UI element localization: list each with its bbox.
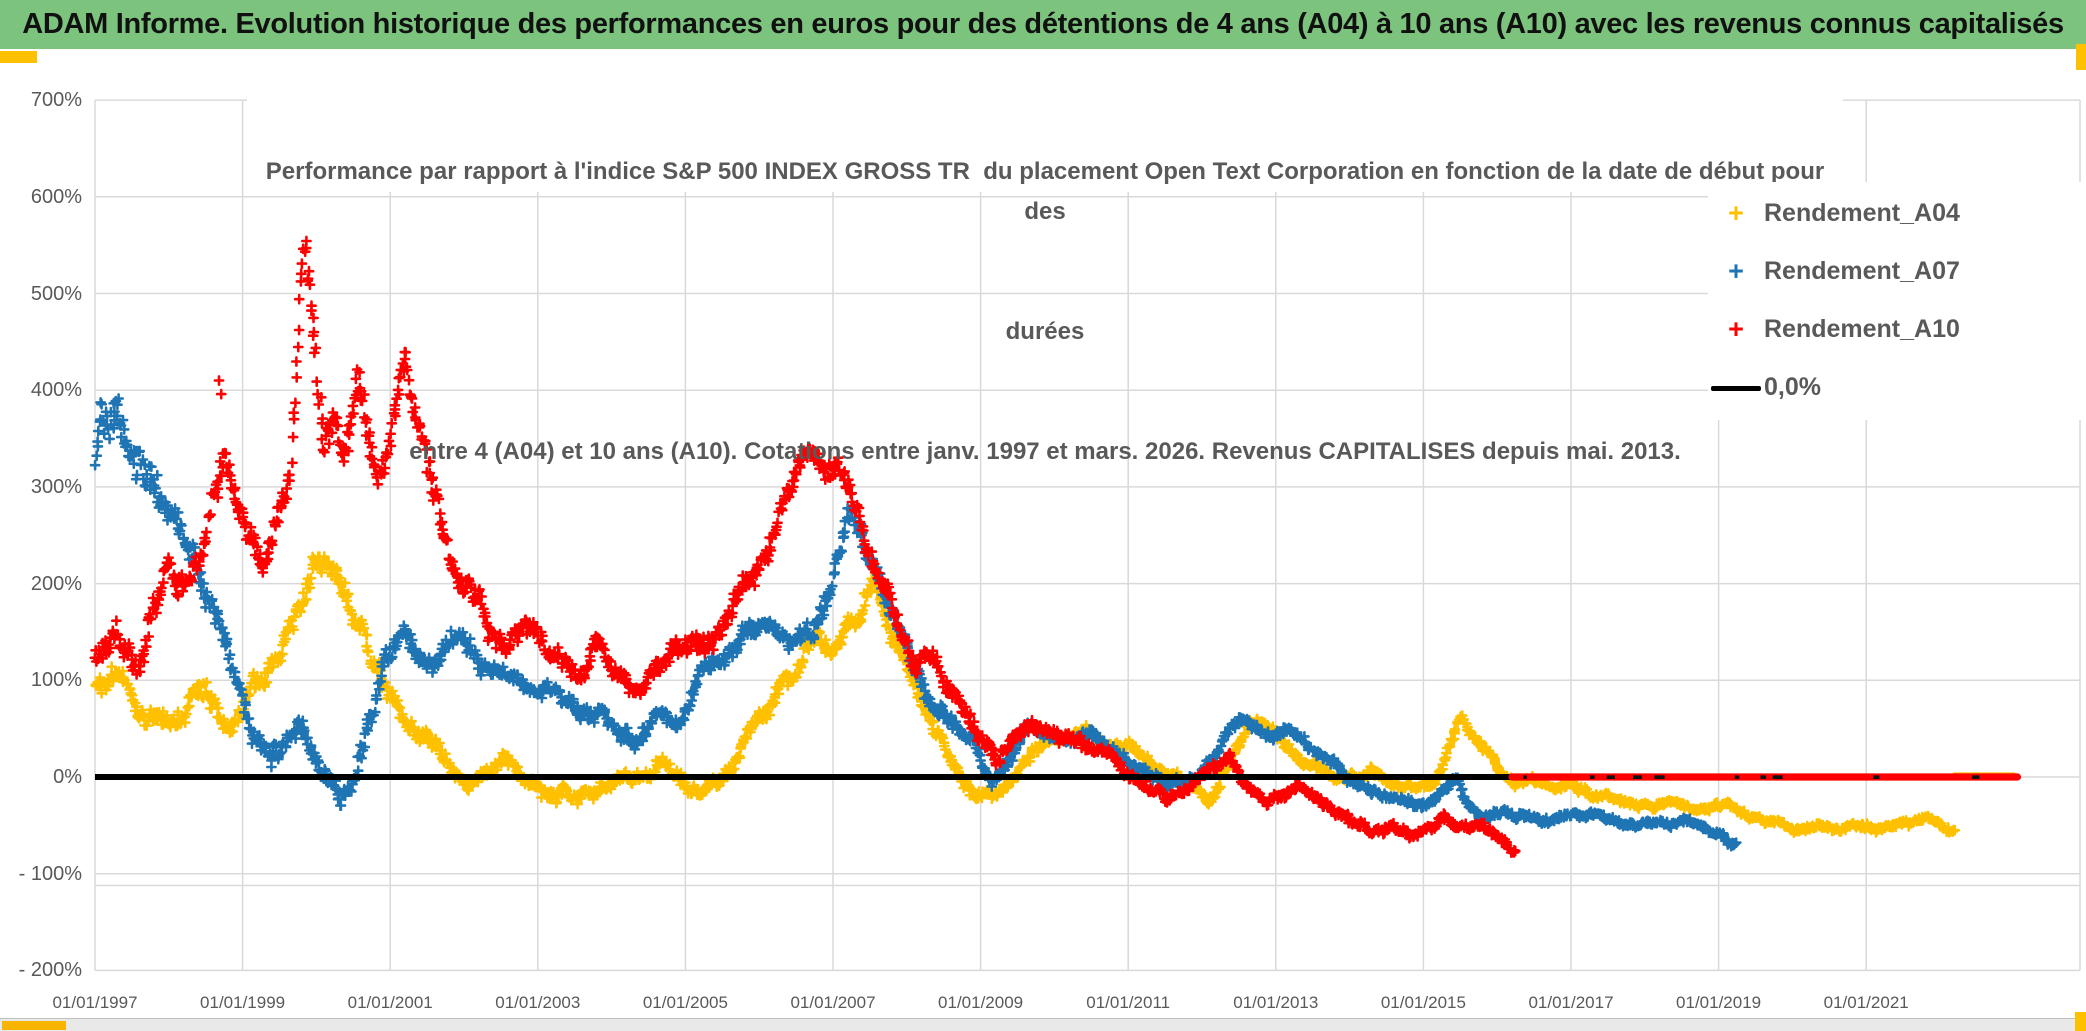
x-axis-label: 01/01/1997 <box>52 993 138 1012</box>
chart-title-line2: durées <box>1005 318 1085 345</box>
y-axis-label: - 100% <box>18 862 82 885</box>
chart-title-line1: Performance par rapport à l'indice S&P 5… <box>265 158 1831 225</box>
chart-legend: + Rendement_A04 + Rendement_A07 + Rendem… <box>1708 182 2082 420</box>
x-axis-label: 01/01/2011 <box>1086 993 1171 1012</box>
plus-marker-icon: + <box>1728 197 1744 228</box>
scroll-thumb-accent <box>2 1021 66 1030</box>
y-axis-label: 600% <box>30 185 82 208</box>
x-axis-label: 01/01/2017 <box>1528 993 1614 1012</box>
chart-title-line3: entre 4 (A04) et 10 ans (A10). Cotations… <box>409 438 1681 465</box>
frame-accent-top-right <box>2076 44 2086 70</box>
x-axis-label: 01/01/2019 <box>1676 993 1762 1012</box>
x-axis-label: 01/01/2003 <box>495 993 581 1012</box>
bottom-window-strip <box>0 1018 2086 1031</box>
x-axis-label: 01/01/2005 <box>642 993 728 1012</box>
plus-marker-icon: + <box>1728 255 1744 286</box>
x-axis-label: 01/01/1999 <box>200 993 286 1012</box>
legend-item-a04: + Rendement_A04 <box>1708 184 2082 242</box>
x-axis-label: 01/01/2015 <box>1380 993 1466 1012</box>
y-axis-label: 200% <box>30 572 82 595</box>
legend-label-a04: Rendement_A04 <box>1764 198 1960 227</box>
plus-marker-icon: + <box>1728 313 1744 344</box>
y-axis-label: 0% <box>53 766 82 788</box>
y-axis-label: 700% <box>30 89 82 112</box>
legend-label-a10: Rendement_A10 <box>1764 314 1960 343</box>
legend-label-a07: Rendement_A07 <box>1764 256 1960 285</box>
y-axis-label: - 200% <box>18 959 82 982</box>
y-axis-label: 300% <box>30 475 82 498</box>
y-axis-label: 400% <box>30 379 82 402</box>
x-axis-label: 01/01/2013 <box>1233 993 1319 1012</box>
x-axis-label: 01/01/2007 <box>790 993 876 1012</box>
zero-line-icon <box>1708 374 1764 401</box>
frame-accent-top-left <box>0 51 37 63</box>
legend-item-zero: 0,0% <box>1708 358 2082 416</box>
x-axis-label: 01/01/2001 <box>347 993 433 1012</box>
header-banner: ADAM Informe. Evolution historique des p… <box>0 0 2086 49</box>
frame-accent-bottom-right <box>2075 1012 2086 1031</box>
legend-label-zero: 0,0% <box>1764 372 1821 401</box>
x-axis-label: 01/01/2021 <box>1823 993 1909 1012</box>
chart-title: Performance par rapport à l'indice S&P 5… <box>247 72 1843 465</box>
y-axis-label: 100% <box>30 669 82 692</box>
header-title: ADAM Informe. Evolution historique des p… <box>22 8 2064 40</box>
legend-item-a10: + Rendement_A10 <box>1708 300 2082 358</box>
x-axis-label: 01/01/2009 <box>938 993 1024 1012</box>
legend-item-a07: + Rendement_A07 <box>1708 242 2082 300</box>
y-axis-label: 500% <box>30 282 82 305</box>
